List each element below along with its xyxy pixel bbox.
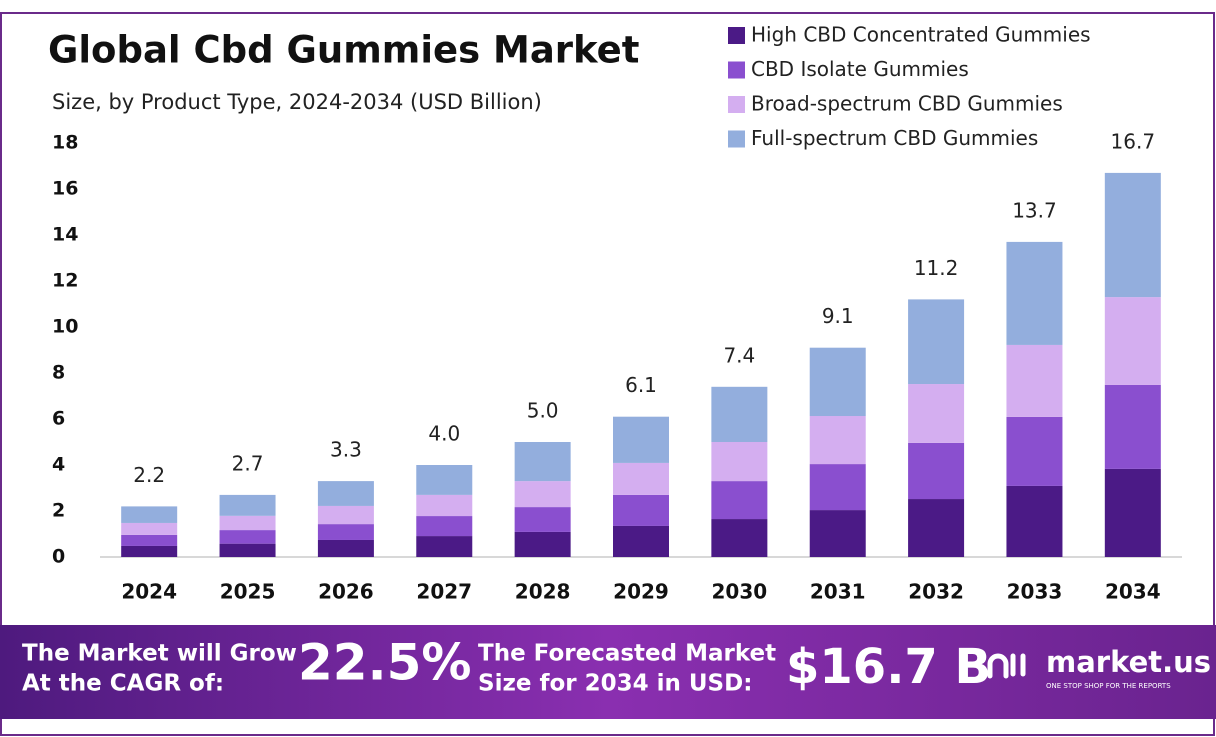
x-tick-label: 2024 (121, 580, 177, 604)
bar-segment (1006, 241, 1063, 345)
y-tick-label: 4 (52, 454, 65, 476)
bar-segment (711, 386, 768, 442)
y-tick-label: 0 (52, 546, 65, 568)
x-tick-label: 2032 (908, 580, 964, 604)
bar-segment (809, 510, 866, 557)
x-tick-label: 2033 (1007, 580, 1063, 604)
bar-segment (514, 531, 571, 557)
bar-segment (317, 539, 374, 557)
y-tick-label: 6 (52, 408, 65, 430)
forecast-text: Size for 2034 in USD: (478, 671, 752, 697)
bar-segment (514, 481, 571, 508)
legend-swatch (728, 27, 745, 44)
chart-title: Global Cbd Gummies Market (48, 29, 639, 72)
bar-segment (908, 442, 965, 500)
total-label: 11.2 (914, 256, 959, 280)
x-tick-label: 2028 (515, 580, 571, 604)
legend-label: Broad-spectrum CBD Gummies (751, 92, 1063, 116)
bar-segment (1104, 384, 1161, 469)
bar-segment (613, 416, 669, 463)
x-tick-label: 2030 (712, 580, 768, 604)
bar-segment (908, 299, 965, 385)
bar-segment (219, 515, 276, 531)
bar-segment (613, 462, 669, 495)
bar-segment (1104, 468, 1161, 557)
legend-swatch (728, 96, 745, 113)
bar-segment (219, 543, 276, 557)
bar-segment (711, 442, 768, 482)
bar-segment (219, 530, 276, 544)
total-label: 13.7 (1012, 198, 1057, 222)
total-label: 3.3 (330, 438, 362, 462)
bar-segment (514, 442, 571, 482)
y-tick-label: 14 (52, 224, 78, 246)
total-label: 5.0 (527, 399, 559, 423)
bar-segment (416, 465, 473, 495)
bar-segment (416, 516, 473, 537)
bar-segment (317, 481, 374, 506)
legend-label: High CBD Concentrated Gummies (751, 23, 1091, 47)
total-label: 6.1 (625, 373, 657, 397)
bar-segment (1006, 416, 1063, 486)
x-tick-label: 2029 (613, 580, 669, 604)
y-tick-label: 8 (52, 362, 65, 384)
bar-segment (1104, 297, 1161, 385)
forecast-value: $16.7 B (786, 639, 991, 695)
bar-segment (613, 494, 669, 526)
y-tick-label: 18 (52, 132, 78, 154)
bar-segment (416, 536, 473, 557)
bar-segment (908, 384, 965, 443)
bar-segment (514, 507, 571, 532)
y-tick-label: 12 (52, 270, 78, 292)
bar-segment (1006, 344, 1063, 417)
bar-segment (1006, 485, 1063, 557)
bar-segment (121, 534, 178, 546)
legend-swatch (728, 61, 745, 79)
total-label: 7.4 (723, 343, 755, 367)
total-label: 16.7 (1111, 129, 1156, 153)
bar-segment (809, 464, 866, 511)
bar-segment (809, 347, 866, 417)
brand-tagline: ONE STOP SHOP FOR THE REPORTS (1046, 682, 1171, 690)
y-tick-label: 16 (52, 178, 78, 200)
cagr-value: 22.5% (298, 634, 471, 692)
x-tick-label: 2027 (416, 580, 472, 604)
y-tick-label: 2 (52, 500, 65, 522)
bar-segment (1104, 172, 1161, 298)
bar-segment (908, 499, 965, 557)
bar-segment (416, 494, 473, 517)
bar-segment (219, 494, 276, 516)
bar-segment (121, 522, 178, 535)
x-tick-label: 2025 (220, 580, 276, 604)
bar-segment (317, 524, 374, 540)
forecast-text: The Forecasted Market (478, 641, 776, 667)
brand-logo (987, 653, 1026, 679)
x-tick-label: 2031 (810, 580, 866, 604)
legend-label: CBD Isolate Gummies (751, 57, 969, 81)
cagr-text: At the CAGR of: (22, 671, 224, 697)
bar-segment (317, 505, 374, 525)
x-tick-label: 2034 (1105, 580, 1161, 604)
legend-label: Full-spectrum CBD Gummies (751, 126, 1038, 150)
bar-segment (711, 481, 768, 520)
cagr-text: The Market will Grow (22, 641, 297, 667)
chart-subtitle: Size, by Product Type, 2024-2034 (USD Bi… (52, 90, 542, 114)
total-label: 2.2 (133, 463, 165, 487)
x-tick-label: 2026 (318, 580, 374, 604)
bar-segment (121, 545, 178, 557)
bar-segment (809, 416, 866, 465)
bar-segment (613, 525, 669, 557)
bar-segment (121, 506, 178, 523)
brand-name: market.us (1046, 645, 1211, 679)
y-tick-label: 10 (52, 316, 78, 338)
legend-swatch (728, 130, 745, 148)
total-label: 4.0 (428, 422, 460, 446)
bar-segment (711, 519, 768, 557)
total-label: 2.7 (232, 451, 264, 475)
total-label: 9.1 (822, 304, 854, 328)
